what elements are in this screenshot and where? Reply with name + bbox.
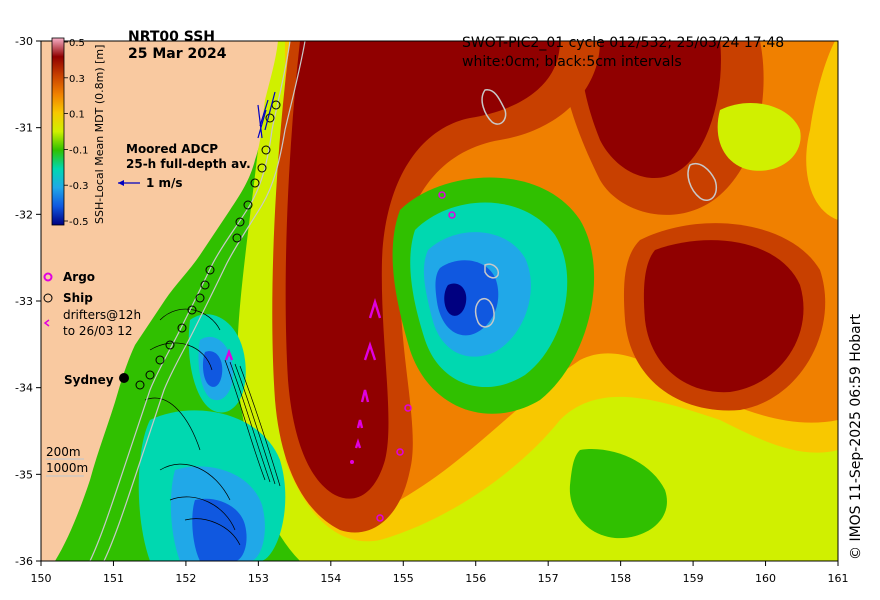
x-tick-label: 153: [248, 572, 269, 585]
adcp-moorings: [135, 100, 281, 390]
colorbar-tick-label: -0.5: [69, 217, 89, 228]
argo-legend-label: Argo: [63, 270, 95, 284]
x-tick-label: 157: [538, 572, 559, 585]
adcp-scale-arrowhead: [118, 180, 124, 186]
adcp-legend-sub: 25-h full-depth av.: [126, 157, 251, 171]
drifter-legend-icon: [43, 319, 50, 327]
adcp-arrows: [257, 91, 276, 139]
colorbar-ticks: 0.5 0.3 0.1 -0.1 -0.3 -0.5: [64, 38, 89, 228]
colorbar-bar: [51, 37, 65, 226]
y-tick-label: -30: [15, 35, 33, 48]
colorbar-tick-label: -0.1: [69, 145, 89, 156]
colorbar-label: SSH-Local Mean MDT (0.8m) [m]: [93, 45, 106, 224]
y-tick-label: -36: [15, 555, 33, 568]
product-title: NRT00 SSH: [128, 29, 215, 45]
ssh-field: [41, 41, 838, 561]
x-tick-label: 150: [31, 572, 52, 585]
depth-legend-200: 200m: [46, 445, 81, 459]
colorbar-tick-label: 0.1: [69, 110, 85, 121]
y-tick-label: -31: [15, 122, 33, 135]
sydney-marker: [119, 373, 129, 383]
drifter-legend-label-2: to 26/03 12: [63, 324, 133, 338]
ship-legend-label: Ship: [63, 291, 93, 305]
colorbar-tick-label: -0.3: [69, 181, 89, 192]
y-axis: -30 -31 -32 -33 -34 -35 -36: [15, 35, 41, 568]
colorbar-tick-label: 0.5: [69, 38, 85, 49]
x-tick-label: 154: [320, 572, 341, 585]
land-australia: [41, 41, 278, 561]
swot-subtitle: white:0cm; black:5cm intervals: [462, 54, 682, 70]
isobath-200m: [89, 41, 291, 561]
x-tick-label: 160: [755, 572, 776, 585]
y-tick-label: -34: [15, 382, 33, 395]
swot-outlines: [474, 89, 717, 328]
drifter-legend-label: drifters@12h: [63, 308, 141, 322]
x-tick-label: 156: [465, 572, 486, 585]
argo-legend-icon: [43, 272, 53, 282]
product-date: 25 Mar 2024: [128, 46, 227, 62]
colorbar-tick-label: 0.3: [69, 74, 85, 85]
x-tick-label: 159: [683, 572, 704, 585]
drifter-tracks: [224, 297, 382, 464]
x-tick-label: 152: [175, 572, 196, 585]
colorbar: 0.5 0.3 0.1 -0.1 -0.3 -0.5 SSH-Local Mean MDT…: [51, 37, 106, 228]
y-tick-label: -33: [15, 295, 33, 308]
swot-title: SWOT-PIC2_01 cycle 012/532; 25/03/24 17:…: [462, 35, 784, 51]
x-tick-label: 161: [828, 572, 849, 585]
isobath-1000m: [103, 41, 306, 561]
depth-legend-1000: 1000m: [46, 461, 88, 475]
credit-text: © IMOS 11-Sep-2025 06:59 Hobart: [848, 314, 864, 560]
swot-contours: [144, 308, 281, 546]
x-tick-label: 158: [610, 572, 631, 585]
x-axis: 150 151 152 153 154 155 156 157 158 159 160 161: [31, 561, 849, 585]
ship-legend-icon: [43, 293, 53, 303]
x-tick-label: 151: [103, 572, 124, 585]
city-label-sydney: Sydney: [64, 373, 114, 387]
argo-floats: [376, 191, 456, 522]
adcp-legend-title: Moored ADCP: [126, 142, 218, 156]
y-tick-label: -32: [15, 208, 33, 221]
x-tick-label: 155: [393, 572, 414, 585]
adcp-scale-label: 1 m/s: [146, 176, 183, 190]
y-tick-label: -35: [15, 468, 33, 481]
